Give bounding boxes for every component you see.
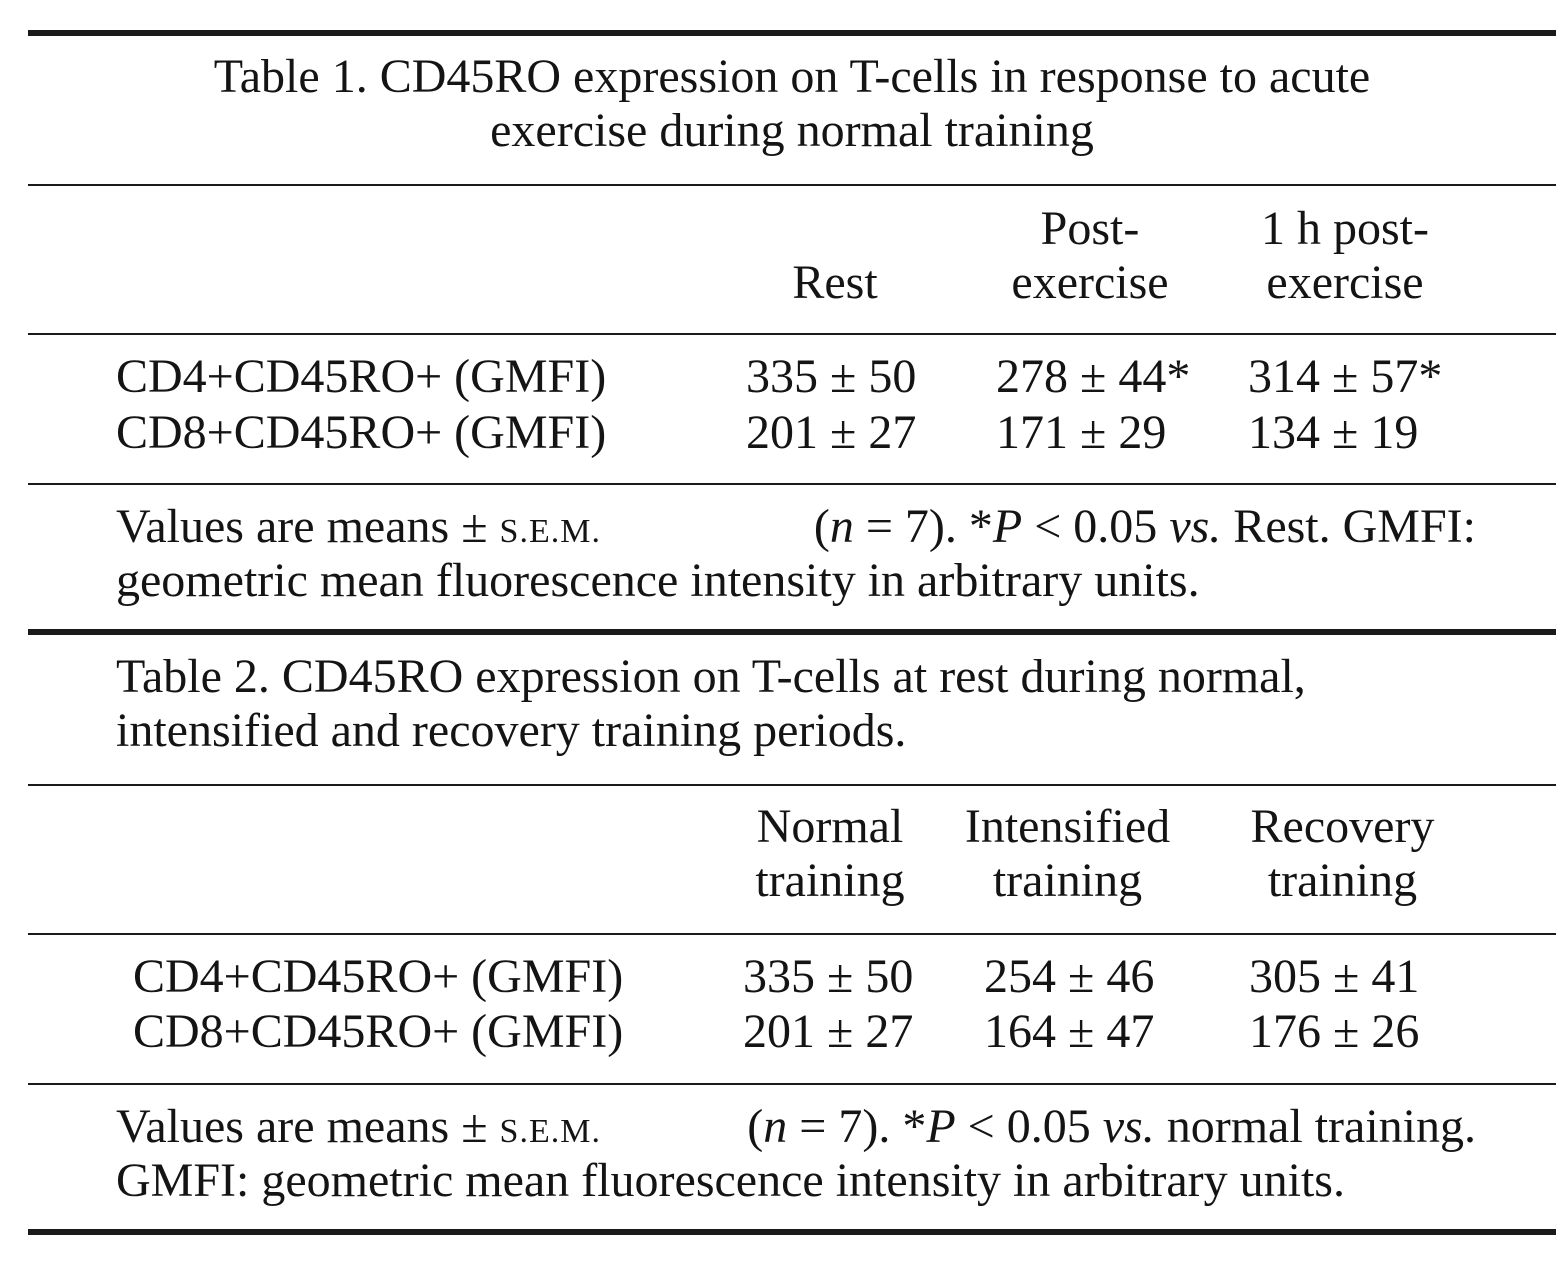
table2-footnote-p: P	[926, 1100, 956, 1153]
table2-header-normal-line1: Normal	[756, 800, 904, 853]
table1-footnote-p-lt: < 0.05	[1022, 500, 1170, 553]
table2-caption-line1: Table 2. CD45RO expression on T-cells at…	[116, 650, 1306, 703]
table2-footnote-n: n	[763, 1100, 788, 1153]
table2-footnote-rule	[28, 1083, 1556, 1085]
table1-row2-rest: 201 ± 27	[746, 406, 917, 459]
table1-footnote-rule	[28, 483, 1556, 485]
table1-row1-post: 278 ± 44*	[996, 350, 1191, 403]
table2-row1-label: CD4+CD45RO+ (GMFI)	[133, 950, 624, 1003]
table2-row2-normal: 201 ± 27	[743, 1005, 914, 1058]
table1-row1-rest: 335 ± 50	[746, 350, 917, 403]
table2-header-recov-line1: Recovery	[1250, 800, 1435, 853]
table1-footnote-vs: vs.	[1169, 500, 1222, 553]
table2-footnote-sem: S.E.M.	[499, 1113, 601, 1150]
table2-footnote-vs: vs.	[1102, 1100, 1155, 1153]
table1-body-rule	[28, 333, 1556, 335]
table1-footnote-p: P	[992, 500, 1023, 553]
table2-header-intens-line1: Intensified	[964, 800, 1171, 853]
table1-footnote-rest-gmfi: Rest. GMFI:	[1221, 500, 1476, 553]
table1-footnote-line1: Values are means ± S.E.M. (n = 7). *P < …	[116, 500, 1476, 559]
table2-footnote-paren: (	[747, 1100, 764, 1153]
table2-header-intens-line2: training	[992, 854, 1143, 907]
table2-footnote-normal: normal training.	[1154, 1100, 1476, 1153]
table1-footnote-paren: (	[813, 500, 830, 553]
table2-row2-label: CD8+CD45RO+ (GMFI)	[133, 1005, 624, 1058]
table2-footnote-line2: GMFI: geometric mean fluorescence intens…	[116, 1154, 1345, 1207]
table1-header-1h-line1: 1 h post-	[1261, 202, 1429, 255]
table1-footnote-n-eq: = 7). *	[853, 500, 993, 553]
table1-footnote-sem: S.E.M.	[499, 513, 601, 550]
table2-footnote-n-eq: = 7). *	[787, 1100, 927, 1153]
table2-bottom-rule	[28, 1229, 1556, 1235]
table1-footnote-n: n	[829, 500, 854, 553]
table2-row1-intens: 254 ± 46	[984, 950, 1155, 1003]
table1-row2-1h: 134 ± 19	[1248, 406, 1419, 459]
table2-header-recov-line2: training	[1267, 854, 1418, 907]
table1-header-post-line2: exercise	[1011, 256, 1169, 309]
table1-footnote-line2: geometric mean fluorescence intensity in…	[116, 554, 1200, 607]
table1-row1-label: CD4+CD45RO+ (GMFI)	[116, 350, 607, 403]
table1-header-1h-line2: exercise	[1266, 256, 1424, 309]
table2-row1-normal: 335 ± 50	[743, 950, 914, 1003]
table2-header-normal-line2: training	[755, 854, 905, 907]
table2-caption-line2: intensified and recovery training period…	[116, 704, 907, 757]
table1-header-rest: Rest	[792, 256, 878, 309]
table-divider-rule	[28, 629, 1556, 635]
table1-row2-post: 171 ± 29	[996, 406, 1167, 459]
table2-row1-recov: 305 ± 41	[1249, 950, 1420, 1003]
table1-caption-line1: Table 1. CD45RO expression on T-cells in…	[213, 50, 1371, 103]
table1-row2-label: CD8+CD45RO+ (GMFI)	[116, 406, 607, 459]
table2-body-rule	[28, 933, 1556, 935]
table1-header-rule	[28, 184, 1556, 186]
table1-footnote-means: Values are means ±	[116, 500, 488, 553]
table1-caption-line2: exercise during normal training	[490, 104, 1094, 157]
table2-row2-recov: 176 ± 26	[1249, 1005, 1420, 1058]
table2-footnote-p-lt: < 0.05	[955, 1100, 1103, 1153]
table2-header-rule	[28, 784, 1556, 786]
table1-header-post-line1: Post-	[1040, 202, 1140, 255]
table2-footnote-line1: Values are means ± S.E.M. (n = 7). *P < …	[116, 1100, 1476, 1159]
table2-row2-intens: 164 ± 47	[984, 1005, 1155, 1058]
table1-top-rule	[28, 30, 1556, 36]
table2-footnote-means: Values are means ±	[116, 1100, 488, 1153]
table1-row1-1h: 314 ± 57*	[1248, 350, 1443, 403]
